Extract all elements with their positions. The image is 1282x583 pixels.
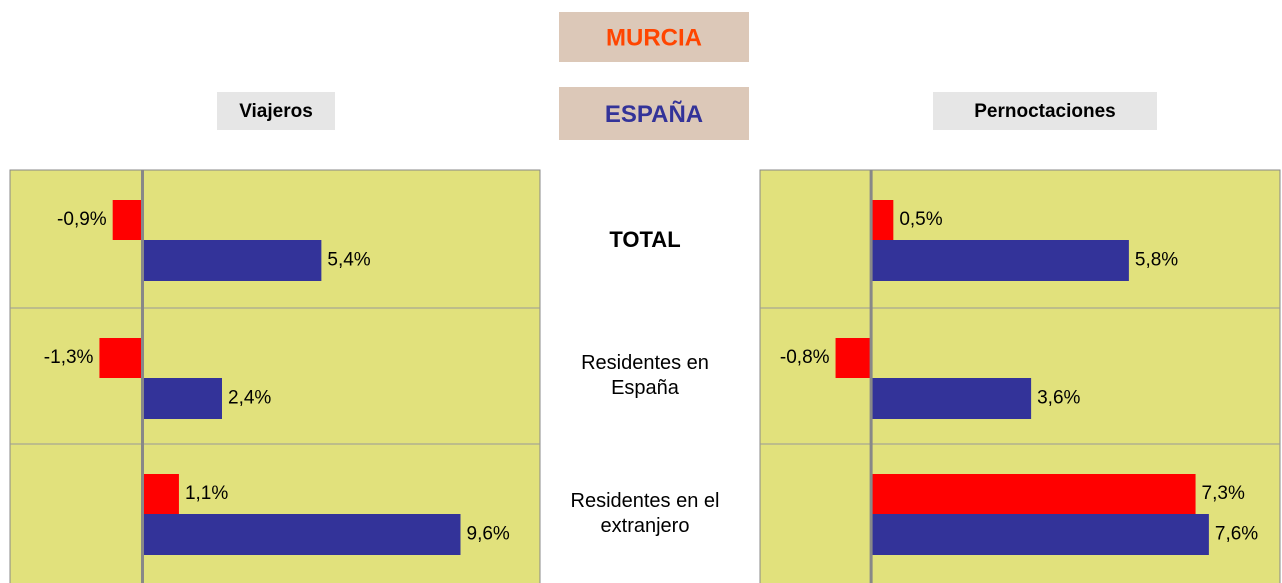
value-label: 3,6% <box>1037 388 1080 409</box>
legend-label: ESPAÑA <box>605 100 703 128</box>
bar <box>142 240 322 281</box>
value-label: 7,6% <box>1215 524 1258 545</box>
value-label: -1,3% <box>44 347 94 368</box>
bar <box>871 200 894 240</box>
category-label: TOTAL <box>609 226 681 252</box>
bar <box>142 474 179 514</box>
value-label: 1,1% <box>185 483 228 504</box>
value-label: 5,4% <box>327 250 370 271</box>
legend-label: MURCIA <box>606 24 702 51</box>
category-label: Residentes en el extranjero <box>570 489 720 537</box>
value-label: -0,8% <box>780 347 830 368</box>
value-label: 9,6% <box>467 524 510 545</box>
bar <box>871 474 1196 514</box>
bar <box>871 240 1129 281</box>
category-label: Residentes en España <box>581 352 709 399</box>
value-label: 0,5% <box>899 209 942 230</box>
bar <box>871 378 1032 419</box>
bar <box>835 338 872 378</box>
bar <box>871 514 1209 555</box>
bar <box>142 514 461 555</box>
value-label: 2,4% <box>228 388 271 409</box>
title-box <box>933 92 1157 130</box>
legend-box <box>559 12 749 62</box>
bar <box>142 378 222 419</box>
value-label: 7,3% <box>1202 483 1245 504</box>
legend-box <box>559 87 749 140</box>
bar <box>112 200 143 240</box>
value-label: 5,8% <box>1135 250 1178 271</box>
panel-title: Viajeros <box>239 101 313 122</box>
title-box <box>217 92 335 130</box>
bar <box>99 338 143 378</box>
panel-title: Pernoctaciones <box>974 101 1116 122</box>
value-label: -0,9% <box>57 209 107 230</box>
